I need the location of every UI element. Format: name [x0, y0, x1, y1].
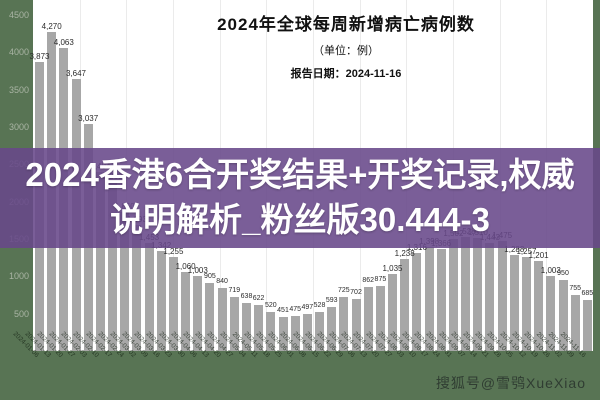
bar [315, 311, 324, 351]
bar [242, 303, 251, 351]
chart-report-date: 报告日期：2024-11-16 [290, 68, 402, 80]
bar-value-label: 1,288 [504, 244, 525, 254]
y-tick-label: 4500 [8, 10, 29, 21]
bar-value-label: 755 [569, 284, 582, 292]
bar [436, 249, 446, 351]
bar [485, 243, 495, 351]
bar [132, 224, 142, 351]
bar [412, 252, 422, 351]
bar-value-label: 1,201 [528, 251, 549, 261]
bar-value-label: 725 [337, 286, 350, 294]
bar [290, 315, 300, 351]
bar-value-label: 3,037 [78, 114, 99, 124]
bar-value-label: 638 [240, 293, 253, 301]
bar [448, 238, 458, 351]
watermark-banner: 2024香港6合开奖结果+开奖记录,权威 说明解析_粉丝版30.444-3 [0, 148, 600, 248]
bar-value-label: 3,873 [29, 51, 50, 61]
bar [570, 294, 580, 351]
y-tick-label: 500 [13, 308, 29, 319]
y-tick-label: 4000 [8, 47, 29, 58]
bar [168, 257, 178, 351]
bar-value-label: 905 [204, 273, 216, 281]
bar [582, 299, 592, 351]
bar-value-label: 719 [228, 287, 241, 295]
y-tick-label: 1000 [8, 271, 29, 282]
bar-value-label: 950 [557, 270, 569, 278]
bar-value-label: 3,647 [65, 68, 87, 78]
banner-text-line-2: 说明解析_粉丝版30.444-3 [110, 201, 490, 238]
bar-value-label: 685 [581, 289, 594, 297]
bar-value-label: 1,238 [394, 248, 415, 258]
bar-value-label: 1,060 [175, 261, 196, 271]
bar [363, 286, 373, 351]
bar [327, 306, 337, 351]
bar-value-label: 4,063 [53, 37, 74, 47]
bar-value-label: 475 [289, 305, 302, 313]
bar-value-label: 1,035 [382, 263, 403, 273]
bar [534, 261, 544, 351]
chart-title: 2024年全球每周新增病亡病例数 [217, 15, 475, 34]
bar [558, 280, 568, 351]
bar [95, 171, 105, 351]
bar-value-label: 622 [252, 294, 265, 302]
bar [339, 296, 349, 351]
bar [217, 288, 227, 351]
bar-value-label: 4,270 [41, 22, 62, 32]
bar [388, 273, 397, 351]
bar-value-label: 1,255 [163, 247, 184, 257]
chart-unit-label: （单位：例） [313, 45, 379, 57]
bar-value-label: 840 [216, 278, 228, 286]
bar [473, 238, 483, 351]
bar [522, 257, 531, 351]
bar [375, 285, 385, 351]
bar [108, 182, 117, 351]
bar [546, 276, 556, 351]
y-tick-label: 3000 [8, 122, 29, 133]
bar [181, 271, 191, 351]
bar-value-label: 593 [325, 296, 338, 304]
bar-value-label: 1,003 [540, 266, 561, 276]
bar-value-label: 528 [313, 301, 326, 309]
bar [254, 304, 264, 351]
bar [302, 313, 312, 351]
bar [424, 246, 434, 351]
bar [144, 242, 154, 351]
bar [509, 254, 519, 351]
y-tick-label: 3500 [8, 84, 29, 95]
bar [120, 212, 130, 351]
bar [193, 276, 203, 351]
bar-value-label: 497 [301, 303, 314, 311]
chart-title-block: 2024年全球每周新增病亡病例数 （单位：例） 报告日期：2024-11-16 [66, 10, 600, 81]
sohu-watermark: 搜狐号@雪鸮XueXiao [435, 375, 586, 391]
bar-value-label: 520 [264, 302, 277, 310]
bar [156, 250, 166, 351]
bar-value-label: 862 [362, 276, 375, 284]
bar [205, 283, 215, 351]
bar-value-label: 875 [374, 275, 387, 283]
bar-value-label: 451 [277, 307, 289, 315]
bar-value-label: 1,003 [187, 266, 208, 276]
bar-value-label: 1,257 [516, 247, 537, 257]
bar-value-label: 702 [350, 288, 362, 296]
bar [461, 236, 471, 351]
banner-text-line-1: 2024香港6合开奖结果+开奖记录,权威 [25, 156, 575, 194]
bar [351, 298, 361, 351]
bar [266, 312, 276, 351]
bar [229, 297, 239, 351]
bar [400, 258, 410, 351]
bar [497, 240, 507, 351]
bar [278, 317, 288, 351]
